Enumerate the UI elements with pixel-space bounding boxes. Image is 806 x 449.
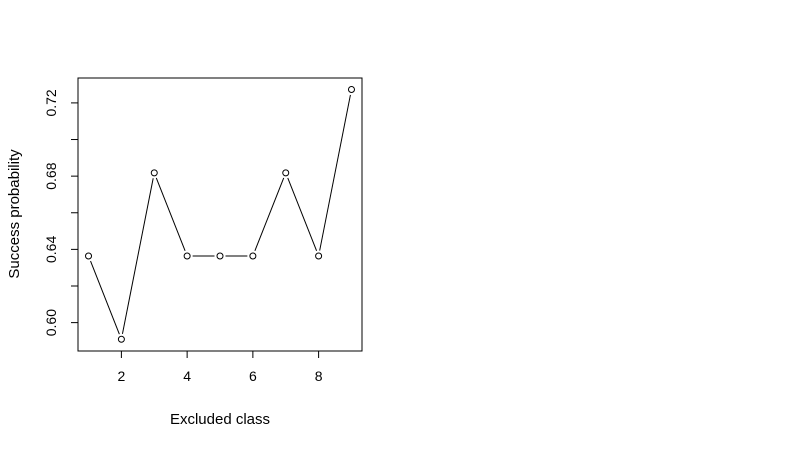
plot-box <box>77 77 363 352</box>
data-point-4 <box>183 252 191 260</box>
data-point-9 <box>347 86 355 94</box>
y-tick-label-0.60: 0.60 <box>43 309 59 336</box>
data-points <box>85 86 355 343</box>
line-segment-6 <box>254 177 285 252</box>
series-line <box>90 94 351 335</box>
line-segment-2 <box>121 178 154 334</box>
x-axis-title: Excluded class <box>170 411 270 428</box>
y-tick-label-0.68: 0.68 <box>43 162 59 189</box>
x-tick-label-2: 2 <box>117 368 125 384</box>
data-point-8 <box>315 252 323 260</box>
data-point-6 <box>249 252 257 260</box>
data-point-5 <box>216 252 224 260</box>
data-point-7 <box>282 169 290 177</box>
x-tick-label-6: 6 <box>249 368 257 384</box>
x-tick-label-4: 4 <box>183 368 191 384</box>
y-tick-label-0.72: 0.72 <box>43 89 59 116</box>
data-point-3 <box>150 169 158 177</box>
y-tick-label-0.64: 0.64 <box>43 236 59 263</box>
y-axis-title: Success probability <box>6 149 23 279</box>
x-axis: 2 4 6 8 <box>117 351 323 384</box>
line-segment-7 <box>287 177 318 252</box>
data-point-1 <box>85 252 93 260</box>
line-segment-1 <box>90 260 120 335</box>
x-tick-label-8: 8 <box>315 368 323 384</box>
y-axis: 0.60 0.64 0.68 0.72 <box>43 89 78 336</box>
line-segment-3 <box>155 177 186 252</box>
data-point-2 <box>117 335 125 343</box>
line-segment-8 <box>319 94 351 251</box>
